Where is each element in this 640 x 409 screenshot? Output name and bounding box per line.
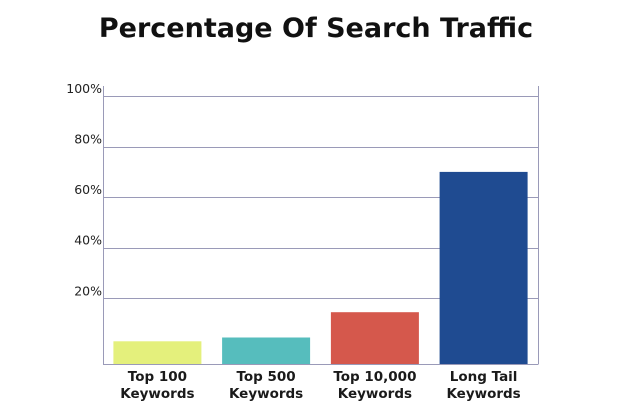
y-tick-label-40: 40% (74, 233, 102, 248)
x-tick-label-3-line-0: Long Tail (450, 369, 518, 385)
x-tick-label-1-line-1: Keywords (229, 386, 303, 402)
y-tick-label-20: 20% (74, 283, 102, 298)
bar-1 (222, 337, 311, 364)
plot-frame (103, 86, 539, 365)
x-tick-label-1-line-0: Top 500 (236, 369, 295, 385)
bar-3 (439, 171, 528, 364)
chart-title: Percentage Of Search Traffic (99, 13, 533, 44)
bar-2 (330, 312, 419, 364)
x-tick-label-2-line-1: Keywords (338, 386, 412, 402)
x-tick-label-2-line-0: Top 10,000 (333, 369, 416, 385)
x-tick-label-3-line-1: Keywords (446, 386, 520, 402)
bars (113, 171, 528, 364)
y-tick-label-60: 60% (74, 182, 102, 197)
y-tick-label-100: 100% (66, 81, 102, 96)
x-tick-label-0-line-1: Keywords (120, 386, 194, 402)
y-tick-label-80: 80% (74, 132, 102, 147)
x-tick-label-0-line-0: Top 100 (128, 369, 187, 385)
bar-0 (113, 341, 202, 364)
y-tick-labels: 20% 40% 60% 80% 100% (66, 81, 102, 298)
